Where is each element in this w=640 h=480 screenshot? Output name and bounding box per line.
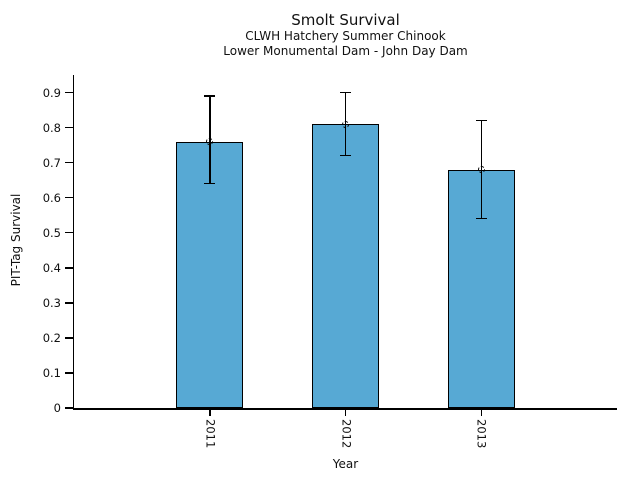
error-bar-cap-top [204, 95, 216, 97]
y-tick-label: 0.1 [42, 365, 61, 380]
y-tick-label: 0.8 [42, 120, 61, 135]
bar-2011 [176, 141, 244, 408]
error-bar-cap-bottom [204, 182, 216, 185]
y-tick [64, 267, 73, 269]
y-tick-label: 0 [53, 401, 61, 415]
x-axis-title: Year [332, 457, 359, 471]
x-tick [480, 409, 482, 416]
error-bar-cap-top [340, 91, 351, 94]
y-tick [64, 407, 73, 409]
x-tick [209, 409, 211, 416]
y-tick [64, 372, 73, 374]
error-bar-cap-bottom [475, 217, 487, 220]
point-marker [342, 120, 349, 128]
chart-header: Smolt Survival CLWH Hatchery Summer Chin… [74, 11, 617, 59]
x-tick [344, 409, 347, 416]
x-tick-label-text: 2013 [474, 419, 489, 449]
chart-subtitle-1: CLWH Hatchery Summer Chinook [245, 29, 446, 43]
point-marker [206, 138, 214, 146]
y-tick-label: 0.3 [42, 295, 61, 310]
y-tick-label: 0.4 [42, 260, 61, 275]
y-tick [64, 196, 73, 199]
y-tick [64, 337, 73, 339]
bar-2012 [312, 124, 379, 408]
point-marker [477, 166, 485, 174]
x-tick-label-text: 2012 [339, 419, 353, 449]
y-tick-label: 0.7 [42, 155, 61, 170]
chart-title: Smolt Survival [291, 11, 400, 29]
x-tick-label-text: 2011 [203, 419, 218, 449]
chart-subtitle-2: Lower Monumental Dam - John Day Dam [223, 44, 468, 58]
y-tick [64, 231, 73, 234]
y-axis-line [72, 75, 74, 410]
y-tick [64, 126, 73, 129]
y-tick-label: 0.6 [42, 190, 61, 205]
y-tick [64, 91, 73, 94]
y-tick [64, 302, 73, 304]
y-tick-label: 0.5 [42, 225, 61, 240]
x-axis-line [72, 408, 617, 410]
y-tick-label: 0.9 [42, 85, 61, 100]
error-bar-cap-top [475, 119, 487, 122]
y-tick-label: 0.2 [42, 330, 61, 345]
y-tick [64, 161, 73, 164]
error-bar-cap-bottom [340, 154, 351, 157]
